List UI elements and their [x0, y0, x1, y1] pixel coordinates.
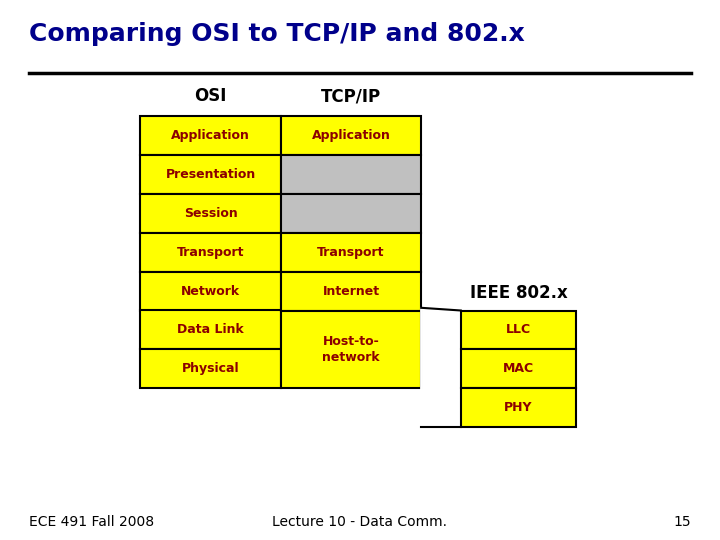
Text: Application: Application [171, 129, 250, 142]
Text: Session: Session [184, 207, 238, 220]
Text: Lecture 10 - Data Comm.: Lecture 10 - Data Comm. [272, 515, 448, 529]
Bar [140, 116, 281, 155]
Text: Network: Network [181, 285, 240, 298]
Text: Transport: Transport [177, 246, 244, 259]
Bar [281, 116, 421, 155]
Bar [461, 349, 576, 388]
Text: OSI: OSI [194, 87, 227, 105]
Text: LLC: LLC [506, 323, 531, 336]
Bar [281, 194, 421, 233]
Text: Transport: Transport [318, 246, 384, 259]
Bar [140, 349, 281, 388]
Text: Physical: Physical [181, 362, 240, 375]
Bar [140, 310, 281, 349]
Bar [140, 272, 281, 310]
Text: ECE 491 Fall 2008: ECE 491 Fall 2008 [29, 515, 154, 529]
Text: PHY: PHY [504, 401, 533, 414]
Text: Data Link: Data Link [177, 323, 244, 336]
Bar [461, 310, 576, 349]
Text: TCP/IP: TCP/IP [321, 87, 381, 105]
Text: 15: 15 [674, 515, 691, 529]
Bar [281, 155, 421, 194]
Bar [461, 388, 576, 427]
Text: Host-to-
network: Host-to- network [322, 335, 380, 364]
Text: Presentation: Presentation [166, 168, 256, 181]
Text: Application: Application [312, 129, 390, 142]
Bar [140, 194, 281, 233]
Bar [281, 233, 421, 272]
Bar [140, 233, 281, 272]
Text: Internet: Internet [323, 285, 379, 298]
Text: IEEE 802.x: IEEE 802.x [469, 285, 567, 302]
Bar [140, 155, 281, 194]
Text: MAC: MAC [503, 362, 534, 375]
Text: Comparing OSI to TCP/IP and 802.x: Comparing OSI to TCP/IP and 802.x [29, 22, 525, 45]
Bar [281, 272, 421, 310]
